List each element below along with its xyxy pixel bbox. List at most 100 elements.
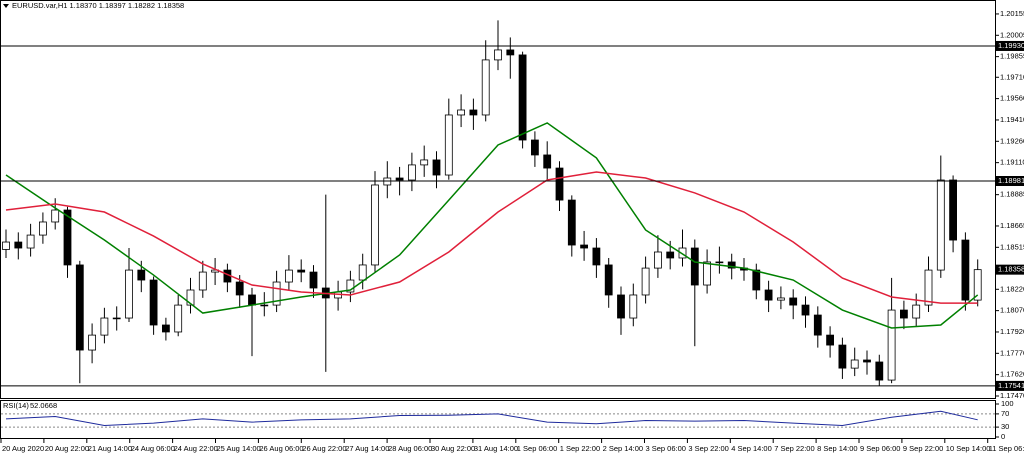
y-tick-label: 1.18070 xyxy=(1000,306,1024,315)
candle-body xyxy=(813,314,822,336)
candle-body xyxy=(420,159,429,166)
candle-body xyxy=(518,54,527,141)
candle-body xyxy=(346,279,355,293)
candle-body xyxy=(506,49,515,56)
x-tick-label: 3 Sep 22:00 xyxy=(688,444,728,453)
candle-body xyxy=(137,269,146,281)
candle-body xyxy=(100,317,109,336)
candle-body xyxy=(900,309,908,319)
candle-body xyxy=(14,241,23,249)
x-tick-label: 26 Aug 22:00 xyxy=(302,444,346,453)
x-tick-label: 31 Aug 14:00 xyxy=(474,444,518,453)
candle-body xyxy=(297,269,306,273)
candle-body xyxy=(936,179,945,271)
candle-body xyxy=(666,251,675,259)
candle-body xyxy=(112,317,121,320)
candle-body xyxy=(838,344,847,369)
x-tick-label: 28 Aug 06:00 xyxy=(388,444,432,453)
candle-body xyxy=(850,359,859,369)
candle-body xyxy=(75,264,84,351)
x-tick-label: 9 Sep 06:00 xyxy=(860,444,900,453)
rsi-tick-label: 0 xyxy=(1001,432,1005,441)
y-tick-label: 1.18665 xyxy=(1000,221,1024,230)
candle-body xyxy=(444,114,453,176)
y-tick-label: 1.18220 xyxy=(1000,284,1024,293)
candle-body xyxy=(469,109,478,116)
level-label: 1.19930 xyxy=(998,41,1024,50)
candle-body xyxy=(161,324,170,333)
x-tick-label: 24 Aug 06:00 xyxy=(131,444,175,453)
chart-header: EURUSD.var,H1 1.18370 1.18397 1.18282 1.… xyxy=(12,1,184,10)
candle-body xyxy=(125,269,133,319)
candle-body xyxy=(654,251,662,269)
candle-body xyxy=(863,359,871,363)
candle-body xyxy=(494,49,502,61)
candle-body xyxy=(407,164,416,181)
rsi-panel xyxy=(0,400,996,439)
candle-body xyxy=(703,261,711,286)
y-tick-label: 1.20005 xyxy=(1000,30,1024,39)
candle-body xyxy=(641,267,650,296)
y-tick-label: 1.19260 xyxy=(1000,136,1024,145)
candle-body xyxy=(186,289,195,306)
y-tick-label: 1.19110 xyxy=(1000,158,1024,167)
rsi-tick-label: 30 xyxy=(1001,422,1009,431)
x-tick-label: 1 Sep 22:00 xyxy=(560,444,600,453)
candle-body xyxy=(961,239,970,301)
candle-body xyxy=(690,247,699,286)
y-tick-label: 1.17620 xyxy=(1000,370,1024,379)
x-tick-label: 3 Sep 06:00 xyxy=(646,444,686,453)
rsi-tick-label: 100 xyxy=(1001,399,1014,408)
candle-body xyxy=(875,361,884,381)
y-tick-label: 1.17470 xyxy=(1000,391,1024,400)
candle-body xyxy=(198,271,207,291)
candle-body xyxy=(371,184,379,266)
candle-body xyxy=(629,294,638,319)
last-price-box xyxy=(996,264,1024,275)
candle-body xyxy=(949,179,957,241)
x-tick-label: 27 Aug 14:00 xyxy=(345,444,389,453)
y-tick-label: 1.19560 xyxy=(1000,94,1024,103)
candle-body xyxy=(358,264,367,281)
candle-body xyxy=(912,304,921,319)
candle-body xyxy=(887,309,896,381)
candle-body xyxy=(777,297,785,301)
y-tick-label: 1.17920 xyxy=(1000,327,1024,336)
rsi-tick-label: 70 xyxy=(1001,409,1009,418)
rsi-line xyxy=(5,410,978,426)
candle-body xyxy=(481,59,490,116)
level-box xyxy=(996,175,1024,186)
candle-body xyxy=(715,261,724,264)
candle-body xyxy=(260,304,269,307)
y-tick-label: 1.20155 xyxy=(1000,9,1024,18)
candle-body xyxy=(801,304,810,316)
y-tick-label: 1.19710 xyxy=(1000,72,1024,81)
x-tick-label: 2 Sep 14:00 xyxy=(603,444,643,453)
x-tick-label: 21 Aug 14:00 xyxy=(88,444,132,453)
candle-body xyxy=(826,334,834,346)
x-tick-label: 24 Aug 22:00 xyxy=(174,444,218,453)
level-label: 1.18981 xyxy=(998,176,1024,185)
menu-arrow xyxy=(3,4,9,8)
candle-body xyxy=(924,269,933,306)
candle-body xyxy=(604,264,613,296)
level-label: 1.17541 xyxy=(998,381,1024,390)
y-tick-label: 1.18515 xyxy=(1000,242,1024,251)
x-tick-label: 8 Sep 14:00 xyxy=(817,444,857,453)
x-tick-label: 7 Sep 22:00 xyxy=(774,444,814,453)
candle-body xyxy=(63,209,72,266)
candle-body xyxy=(309,271,318,289)
candle-body xyxy=(284,269,293,283)
candle-body xyxy=(567,199,576,246)
rsi-value: 52.0668 xyxy=(30,401,57,410)
candle-body xyxy=(457,109,466,116)
candle-body xyxy=(174,304,183,333)
x-tick-label: 10 Sep 14:00 xyxy=(946,444,991,453)
y-tick-label: 1.19410 xyxy=(1000,115,1024,124)
last-price-label: 1.18358 xyxy=(998,265,1024,274)
rsi-label: RSI(14) xyxy=(3,401,29,410)
x-tick-label: 25 Aug 14:00 xyxy=(217,444,261,453)
candle-body xyxy=(235,281,244,296)
candle-body xyxy=(752,269,761,291)
level-box xyxy=(996,40,1024,51)
